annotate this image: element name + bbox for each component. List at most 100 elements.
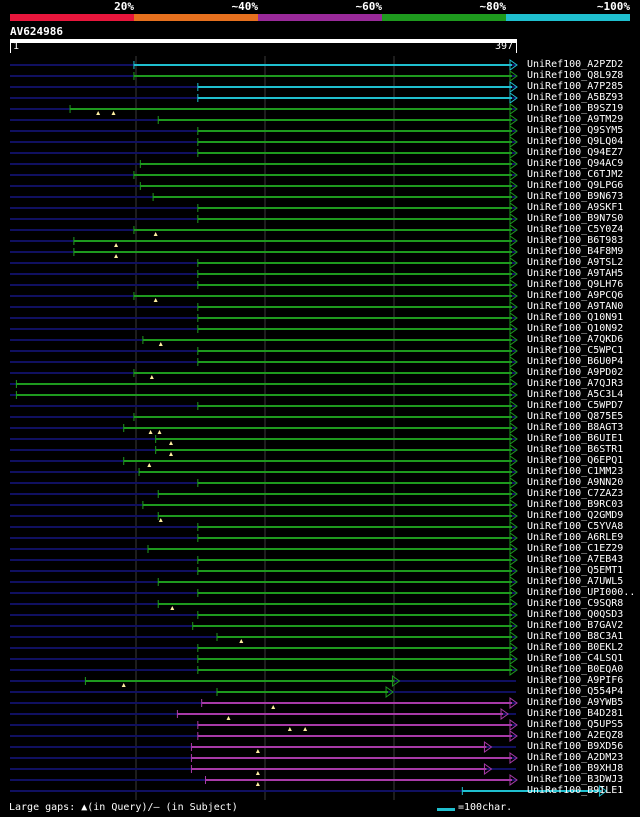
hit-row[interactable] [10, 620, 518, 632]
hit-label[interactable]: UniRef100_B6UIE1 [527, 433, 624, 444]
hit-row[interactable] [10, 664, 518, 676]
hit-label[interactable]: UniRef100_C6TJM2 [527, 169, 624, 180]
hit-label[interactable]: UniRef100_A7EB43 [527, 554, 624, 565]
hit-label[interactable]: UniRef100_Q2GMD9 [527, 510, 624, 521]
hit-row[interactable] [10, 609, 518, 621]
hit-row[interactable] [10, 422, 518, 434]
hit-label[interactable]: UniRef100_Q0QSD3 [527, 609, 624, 620]
hit-label[interactable]: UniRef100_Q10N92 [527, 323, 624, 334]
hit-label[interactable]: UniRef100_A9TAH5 [527, 268, 624, 279]
hit-label[interactable]: UniRef100_B9RC03 [527, 499, 624, 510]
hit-row[interactable] [10, 697, 518, 709]
hit-label[interactable]: UniRef100_Q5EMT1 [527, 565, 624, 576]
hit-row[interactable] [10, 312, 518, 324]
hit-label[interactable]: UniRef100_A5BZ93 [527, 92, 624, 103]
hit-row[interactable] [10, 400, 518, 412]
hit-row[interactable] [10, 774, 518, 786]
hit-label[interactable]: UniRef100_A9PD02 [527, 367, 624, 378]
hit-label[interactable]: UniRef100_B8C3A1 [527, 631, 624, 642]
hit-row[interactable] [10, 81, 518, 93]
hit-row[interactable] [10, 268, 518, 280]
hit-label[interactable]: UniRef100_B9SZ19 [527, 103, 624, 114]
hit-label[interactable]: UniRef100_Q8L9Z8 [527, 70, 624, 81]
hit-row[interactable] [10, 257, 518, 269]
hit-row[interactable] [10, 444, 518, 456]
hit-row[interactable] [10, 686, 516, 698]
hit-label[interactable]: UniRef100_A7P285 [527, 81, 624, 92]
hit-label[interactable]: UniRef100_A7QKD6 [527, 334, 624, 345]
hit-row[interactable] [10, 378, 518, 390]
hit-label[interactable]: UniRef100_C1MM23 [527, 466, 624, 477]
hit-row[interactable] [10, 675, 516, 687]
hit-row[interactable] [10, 763, 516, 775]
hit-label[interactable]: UniRef100_C5Y0Z4 [527, 224, 624, 235]
hit-label[interactable]: UniRef100_B4F8M9 [527, 246, 624, 257]
hit-label[interactable]: UniRef100_Q94EZ7 [527, 147, 624, 158]
hit-label[interactable]: UniRef100_A9YWB5 [527, 697, 624, 708]
hit-row[interactable] [10, 543, 518, 555]
hit-label[interactable]: UniRef100_C9SQR8 [527, 598, 624, 609]
hit-row[interactable] [10, 367, 518, 379]
hit-label[interactable]: UniRef100_B0EKL2 [527, 642, 624, 653]
hit-row[interactable] [10, 653, 518, 665]
hit-row[interactable] [10, 202, 518, 214]
hit-row[interactable] [10, 411, 518, 423]
hit-label[interactable]: UniRef100_C7ZAZ3 [527, 488, 624, 499]
hit-row[interactable] [10, 719, 518, 731]
hit-row[interactable] [10, 499, 518, 511]
hit-label[interactable]: UniRef100_UPI000.. [527, 587, 636, 598]
hit-label[interactable]: UniRef100_Q9LH76 [527, 279, 624, 290]
hit-row[interactable] [10, 356, 518, 368]
hit-row[interactable] [10, 70, 518, 82]
hit-row[interactable] [10, 510, 518, 522]
hit-row[interactable] [10, 598, 518, 610]
hit-label[interactable]: UniRef100_A9PIF6 [527, 675, 624, 686]
hit-row[interactable] [10, 114, 518, 126]
hit-row[interactable] [10, 741, 516, 753]
hit-row[interactable] [10, 301, 518, 313]
hit-row[interactable] [10, 191, 518, 203]
hit-label[interactable]: UniRef100_B7GAV2 [527, 620, 624, 631]
hit-row[interactable] [10, 103, 518, 115]
hit-label[interactable]: UniRef100_B6U0P4 [527, 356, 624, 367]
hit-row[interactable] [10, 752, 518, 764]
hit-label[interactable]: UniRef100_Q554P4 [527, 686, 624, 697]
hit-row[interactable] [10, 554, 518, 566]
hit-label[interactable]: UniRef100_C4LSQ1 [527, 653, 624, 664]
hit-label[interactable]: UniRef100_B3DWJ3 [527, 774, 624, 785]
hit-row[interactable] [10, 334, 518, 346]
hit-row[interactable] [10, 532, 518, 544]
hit-row[interactable] [10, 169, 518, 181]
hit-label[interactable]: UniRef100_Q10N91 [527, 312, 624, 323]
hit-label[interactable]: UniRef100_Q5UPS5 [527, 719, 624, 730]
hit-row[interactable] [10, 213, 518, 225]
hit-row[interactable] [10, 521, 518, 533]
hit-row[interactable] [10, 345, 518, 357]
hit-label[interactable]: UniRef100_B9N7S0 [527, 213, 624, 224]
hit-label[interactable]: UniRef100_B6STR1 [527, 444, 624, 455]
hit-row[interactable] [10, 323, 518, 335]
hit-label[interactable]: UniRef100_C5YVA8 [527, 521, 624, 532]
hit-label[interactable]: UniRef100_B6T983 [527, 235, 624, 246]
hit-label[interactable]: UniRef100_B4D281 [527, 708, 624, 719]
hit-label[interactable]: UniRef100_Q6EPQ1 [527, 455, 624, 466]
hit-row[interactable] [10, 587, 518, 599]
hit-row[interactable] [10, 389, 518, 401]
hit-row[interactable] [10, 565, 518, 577]
hit-label[interactable]: UniRef100_Q94AC9 [527, 158, 624, 169]
hit-row[interactable] [10, 224, 518, 236]
hit-row[interactable] [10, 576, 518, 588]
hit-row[interactable] [10, 180, 518, 192]
hit-row[interactable] [10, 631, 518, 643]
hit-label[interactable]: UniRef100_A6RLE9 [527, 532, 624, 543]
hit-label[interactable]: UniRef100_A7UWL5 [527, 576, 624, 587]
hit-row[interactable] [10, 642, 518, 654]
hit-row[interactable] [10, 785, 608, 797]
hit-label[interactable]: UniRef100_Q9LPG6 [527, 180, 624, 191]
hit-label[interactable]: UniRef100_C1EZ29 [527, 543, 624, 554]
hit-label[interactable]: UniRef100_B9XHJ8 [527, 763, 624, 774]
hit-label[interactable]: UniRef100_A2DM23 [527, 752, 624, 763]
hit-label[interactable]: UniRef100_B9ILE1 [527, 785, 624, 796]
hit-label[interactable]: UniRef100_A9TAN0 [527, 301, 624, 312]
hit-label[interactable]: UniRef100_A9TSL2 [527, 257, 624, 268]
